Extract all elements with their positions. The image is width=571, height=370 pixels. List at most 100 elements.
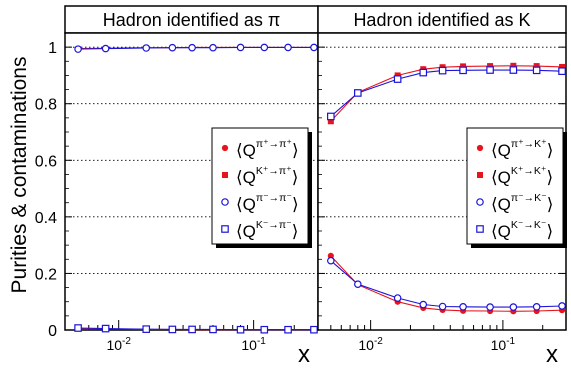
legend-label-main: ⟨Q [491, 141, 511, 160]
data-point [559, 63, 566, 70]
data-point [284, 325, 292, 334]
data-point [438, 302, 447, 311]
data-point [533, 63, 540, 70]
data-point [260, 325, 269, 334]
panel-title-box [64, 5, 319, 34]
x-tick-exponent: -1 [257, 336, 266, 347]
legend-label-close: ⟩ [292, 168, 299, 187]
legend-label: ⟨Qπ⁻→π⁻⟩ [236, 192, 299, 214]
series-4-points [74, 324, 318, 334]
legend-label-main: ⟨Q [491, 222, 511, 241]
legend-label-superscript: K⁺→K⁺ [511, 165, 547, 177]
legend-label-superscript: K⁻→π⁻ [256, 219, 292, 231]
y-tick-label: 0.6 [35, 153, 57, 170]
legend-label-close: ⟩ [546, 168, 553, 187]
data-point [486, 303, 494, 311]
data-point [438, 66, 447, 75]
x-tick-exponent: -2 [122, 336, 131, 347]
data-point [142, 325, 151, 333]
data-point [460, 63, 467, 70]
legend-label-superscript: π⁻→π⁻ [256, 192, 292, 204]
x-tick-base: 10 [491, 337, 507, 353]
legend-label-superscript: K⁺→π⁺ [256, 165, 292, 177]
legend-marker [477, 172, 483, 178]
legend-marker [476, 225, 484, 233]
series-line-4 [78, 327, 314, 331]
data-point [558, 67, 566, 75]
data-point [168, 43, 177, 52]
data-point [284, 43, 292, 52]
legend: ⟨Qπ⁺→K⁺⟩⟨QK⁺→K⁺⟩⟨Qπ⁻→K⁻⟩⟨QK⁻→K⁻⟩ [466, 127, 567, 248]
legend-label-superscript: K⁻→K⁻ [511, 219, 547, 231]
legend-marker [476, 144, 484, 152]
data-point [509, 303, 518, 311]
series-3-points [327, 256, 566, 311]
y-tick-label: 0.8 [35, 97, 57, 114]
data-point [236, 325, 245, 334]
data-point [532, 66, 541, 75]
data-point [486, 66, 494, 74]
data-point [101, 324, 110, 333]
y-tick-label: 0.4 [35, 210, 57, 227]
x-tick-base: 10 [106, 337, 122, 353]
legend-label: ⟨Qπ⁺→π⁺⟩ [236, 138, 299, 160]
x-tick-label: 10-2 [106, 336, 131, 353]
data-point [354, 280, 362, 288]
data-point [74, 324, 82, 332]
series-line-4 [330, 69, 563, 117]
chart-panels: Hadron identified as π00.20.40.60.8110-2… [35, 5, 567, 368]
data-point [459, 303, 467, 311]
data-point [419, 300, 428, 309]
data-point [101, 44, 110, 53]
y-axis-label: Purities & contaminations [8, 57, 31, 294]
legend-label-main: ⟨Q [236, 222, 256, 241]
data-point [393, 75, 402, 83]
data-point [74, 45, 82, 53]
legend-label: ⟨QK⁺→K⁺⟩ [491, 165, 553, 187]
data-point [188, 43, 196, 52]
panel-title: Hadron identified as π [103, 10, 281, 30]
series-line-3 [78, 46, 314, 50]
data-point [209, 325, 217, 334]
legend-label: ⟨QK⁻→π⁻⟩ [236, 219, 298, 241]
legend-label-main: ⟨Q [491, 195, 511, 214]
series-line-2 [330, 65, 563, 122]
x-tick-label: 10-1 [491, 336, 516, 353]
data-point [188, 325, 196, 334]
x-axis-label: x [546, 341, 558, 368]
series-4-points [327, 66, 566, 121]
legend-marker [221, 225, 229, 233]
legend-label: ⟨Qπ⁺→K⁺⟩ [491, 138, 553, 160]
legend-label-close: ⟩ [292, 195, 299, 214]
x-tick-label: 10-2 [358, 336, 383, 353]
x-tick-base: 10 [241, 337, 257, 353]
data-point [509, 66, 518, 74]
legend-label: ⟨QK⁺→π⁺⟩ [236, 165, 298, 187]
data-point [419, 68, 428, 77]
legend-label-main: ⟨Q [491, 168, 511, 187]
x-tick-base: 10 [358, 337, 374, 353]
x-tick-exponent: -2 [374, 336, 383, 347]
y-tick-label: 0.2 [35, 266, 57, 283]
legend-marker [221, 144, 229, 152]
legend-marker [476, 198, 484, 206]
data-point [260, 43, 269, 52]
legend: ⟨Qπ⁺→π⁺⟩⟨QK⁺→π⁺⟩⟨Qπ⁻→π⁻⟩⟨QK⁻→π⁻⟩ [211, 127, 312, 248]
legend-label-superscript: π⁺→π⁺ [256, 138, 292, 150]
x-axis-label: x [298, 341, 310, 368]
data-point [487, 63, 494, 70]
data-point [142, 44, 151, 52]
legend-marker [222, 172, 228, 178]
data-point [310, 43, 318, 52]
y-tick-label: 0 [48, 323, 57, 340]
legend-label-main: ⟨Q [236, 168, 256, 187]
data-point [459, 66, 467, 75]
legend-marker [221, 198, 229, 206]
data-point [236, 43, 245, 52]
panel-1: Hadron identified as π00.20.40.60.8110-2… [35, 5, 319, 368]
x-tick-exponent: -1 [506, 336, 515, 347]
panel-2: Hadron identified as K10-2 10-1 x⟨Qπ⁺→K⁺⟩⟨… [317, 5, 567, 368]
legend-label-close: ⟩ [547, 195, 554, 214]
y-tick-label: 1 [48, 40, 57, 57]
